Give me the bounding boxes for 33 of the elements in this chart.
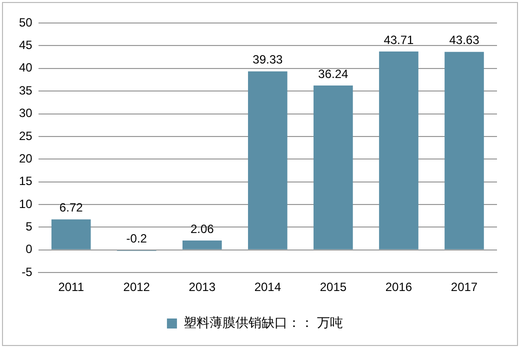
y-tick-label: 0: [26, 242, 33, 256]
x-tick-label: 2016: [385, 280, 412, 294]
legend-label: 塑料薄膜供销缺口：： 万吨: [183, 315, 344, 330]
x-tick-label: 2013: [188, 280, 216, 294]
bar: [314, 85, 353, 250]
bar: [182, 240, 222, 250]
y-tick-label: 30: [18, 106, 33, 120]
y-tick-label: 10: [18, 196, 33, 211]
y-tick-label: 15: [18, 174, 33, 188]
x-tick-label: 2011: [58, 280, 84, 294]
y-tick-label: 35: [18, 83, 33, 98]
y-tick-label: 45: [18, 38, 33, 52]
bar: [379, 52, 418, 250]
x-tick-label: 2017: [450, 280, 478, 294]
y-tick-label: 50: [18, 15, 33, 30]
y-tick-label: -5: [22, 264, 33, 279]
data-label: 39.33: [252, 52, 284, 67]
data-label: 6.72: [59, 200, 84, 215]
data-label: -0.2: [126, 232, 148, 246]
y-tick-label: 20: [18, 151, 33, 166]
data-label: 2.06: [190, 222, 214, 236]
bar: [444, 52, 484, 250]
data-label: 36.24: [318, 66, 349, 81]
bar: [248, 71, 288, 250]
y-tick-label: 25: [18, 128, 33, 143]
bar: [51, 219, 91, 250]
y-tick-label: 40: [18, 60, 33, 75]
x-tick-label: 2015: [320, 280, 347, 294]
data-label: 43.71: [384, 32, 414, 47]
x-tick-label: 2012: [123, 280, 150, 294]
data-label: 43.63: [449, 33, 480, 48]
x-tick-label: 2014: [254, 280, 282, 294]
y-tick-label: 5: [26, 220, 33, 234]
